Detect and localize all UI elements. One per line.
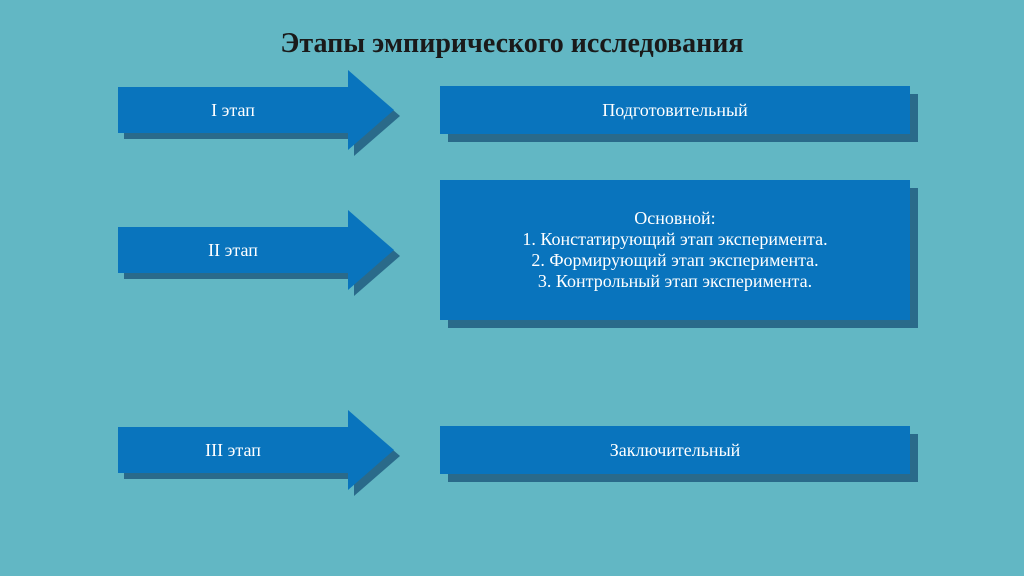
page-title: Этапы эмпирического исследования (0, 28, 1024, 60)
stage-box-line: Заключительный (610, 440, 741, 461)
stage-arrow-label: III этап (118, 427, 348, 473)
stage-box-line: 1. Констатирующий этап эксперимента. (522, 229, 827, 250)
diagram-canvas: Этапы эмпирического исследования I этап П… (0, 0, 1024, 576)
stage-arrow-3: III этап (118, 410, 394, 490)
stage-box-2: Основной:1. Констатирующий этап эксперим… (440, 180, 910, 320)
stage-arrow-label: II этап (118, 227, 348, 273)
stage-row-3: III этап Заключительный (0, 410, 1024, 490)
stage-box-1: Подготовительный (440, 86, 910, 134)
stage-arrow-2: II этап (118, 210, 394, 290)
stage-box-line: 2. Формирующий этап эксперимента. (531, 250, 818, 271)
arrow-head-icon (348, 210, 394, 290)
stage-box-3: Заключительный (440, 426, 910, 474)
stage-arrow-1: I этап (118, 70, 394, 150)
stage-box-line: Основной: (634, 208, 715, 229)
arrow-head-icon (348, 410, 394, 490)
stage-arrow-label: I этап (118, 87, 348, 133)
stage-row-1: I этап Подготовительный (0, 70, 1024, 150)
arrow-head-icon (348, 70, 394, 150)
stage-box-line: Подготовительный (602, 100, 748, 121)
stage-row-2: II этап Основной:1. Констатирующий этап э… (0, 180, 1024, 320)
stage-box-line: 3. Контрольный этап эксперимента. (538, 271, 812, 292)
